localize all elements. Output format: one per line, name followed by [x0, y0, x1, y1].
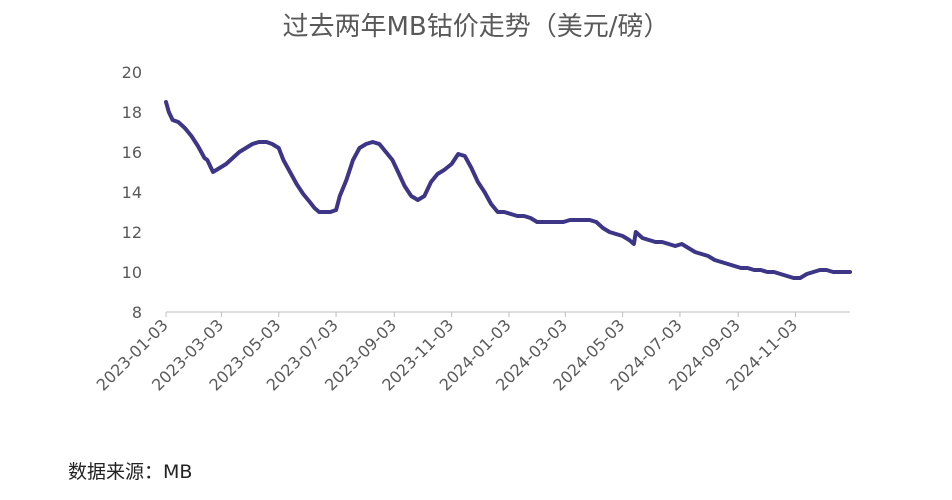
source-note: 数据来源：MB: [68, 461, 192, 483]
y-tick-label: 8: [132, 303, 142, 322]
y-tick-label: 20: [122, 63, 142, 82]
y-tick-label: 14: [122, 183, 142, 202]
y-tick-label: 10: [122, 263, 142, 282]
y-tick-label: 18: [122, 103, 142, 122]
y-tick-label: 12: [122, 223, 142, 242]
plot-area: [164, 100, 852, 280]
chart-title: 过去两年MB钴价走势（美元/磅）: [282, 12, 669, 42]
y-axis: 8 10 12 14 16 18 20: [122, 63, 142, 322]
y-tick-label: 16: [122, 143, 142, 162]
series-line: [164, 100, 852, 280]
x-axis: 2023-01-032023-03-032023-05-032023-07-03…: [93, 311, 850, 395]
